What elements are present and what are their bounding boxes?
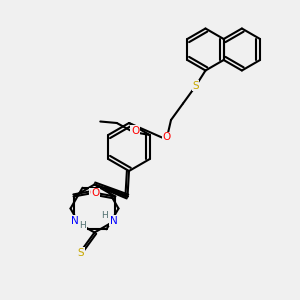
Text: O: O — [162, 132, 171, 142]
Text: N: N — [110, 215, 118, 226]
Text: N: N — [71, 215, 79, 226]
Text: O: O — [91, 188, 99, 199]
Text: O: O — [90, 188, 98, 199]
Text: S: S — [78, 248, 84, 258]
Text: H: H — [101, 211, 108, 220]
Text: H: H — [79, 221, 86, 230]
Text: O: O — [131, 125, 139, 136]
Text: S: S — [192, 80, 199, 91]
